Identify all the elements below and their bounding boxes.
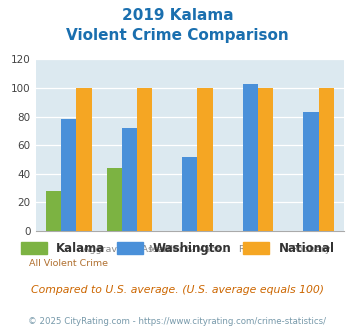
Bar [304,112,319,231]
Legend: Kalama, Washington, National: Kalama, Washington, National [16,237,339,260]
Bar [122,128,137,231]
Text: © 2025 CityRating.com - https://www.cityrating.com/crime-statistics/: © 2025 CityRating.com - https://www.city… [28,317,327,326]
Bar [182,157,197,231]
Text: Aggravated Assault: Aggravated Assault [83,245,176,254]
Text: Rape: Rape [239,245,263,254]
Bar [197,88,213,231]
Text: Murder & Mans...: Murder & Mans... [149,245,230,254]
Bar [137,88,152,231]
Bar [61,119,76,231]
Text: 2019 Kalama: 2019 Kalama [122,8,233,23]
Bar [319,88,334,231]
Bar [46,191,61,231]
Bar [258,88,273,231]
Bar [243,84,258,231]
Text: All Violent Crime: All Violent Crime [29,259,108,268]
Bar [76,88,92,231]
Text: Robbery: Robbery [291,245,331,254]
Text: Compared to U.S. average. (U.S. average equals 100): Compared to U.S. average. (U.S. average … [31,285,324,295]
Text: Violent Crime Comparison: Violent Crime Comparison [66,28,289,43]
Bar [106,168,122,231]
